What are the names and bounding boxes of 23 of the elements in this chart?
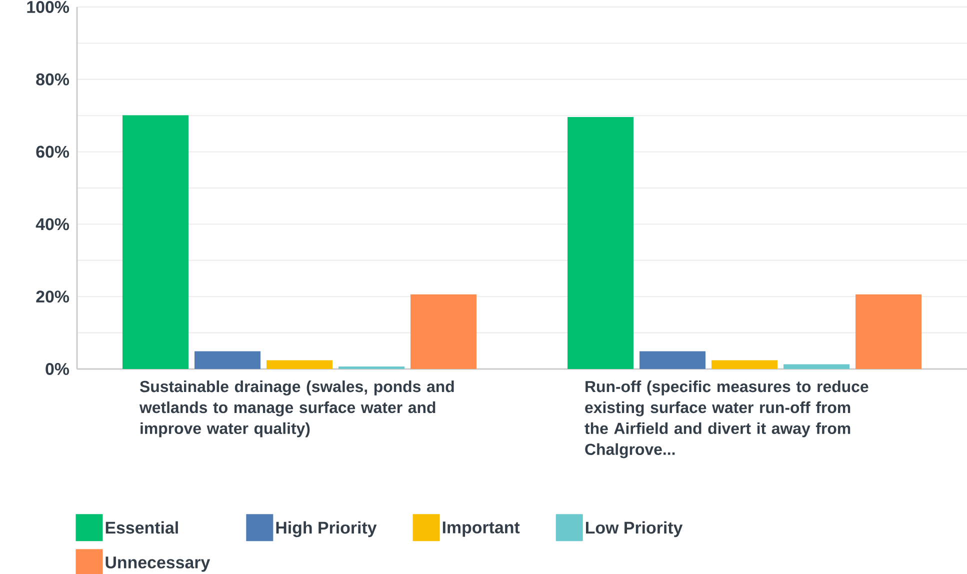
legend-label: High Priority [276, 521, 377, 538]
y-tick-label: 20% [36, 290, 70, 303]
bar [784, 364, 850, 369]
bar [338, 366, 405, 369]
bar [640, 351, 706, 369]
legend-label: Essential [106, 521, 178, 534]
y-tick-label: 0% [46, 362, 70, 375]
legend-label: Unnecessary [106, 556, 210, 572]
bar [410, 294, 477, 369]
y-tick-label: 40% [36, 218, 70, 230]
bar [712, 360, 778, 369]
legend-label: Low Priority [586, 521, 683, 538]
x-tick-label: Sustainable drainage (swales, ponds and wetlands to manage surface water and improve water quality) [139, 380, 454, 438]
legend-label: Important [442, 522, 520, 537]
y-tick-label: 80% [36, 73, 70, 86]
bar [568, 117, 634, 369]
bar [856, 294, 922, 369]
y-tick-label: 100% [27, 0, 70, 13]
bar [194, 351, 261, 369]
x-tick-label: Run-off (specific measures to reduce existing surface water run-off from the Airfield and divert it away from Chalgrove... [584, 380, 868, 458]
bar [122, 115, 189, 369]
y-tick-label: 60% [36, 146, 70, 158]
bar [266, 360, 333, 369]
